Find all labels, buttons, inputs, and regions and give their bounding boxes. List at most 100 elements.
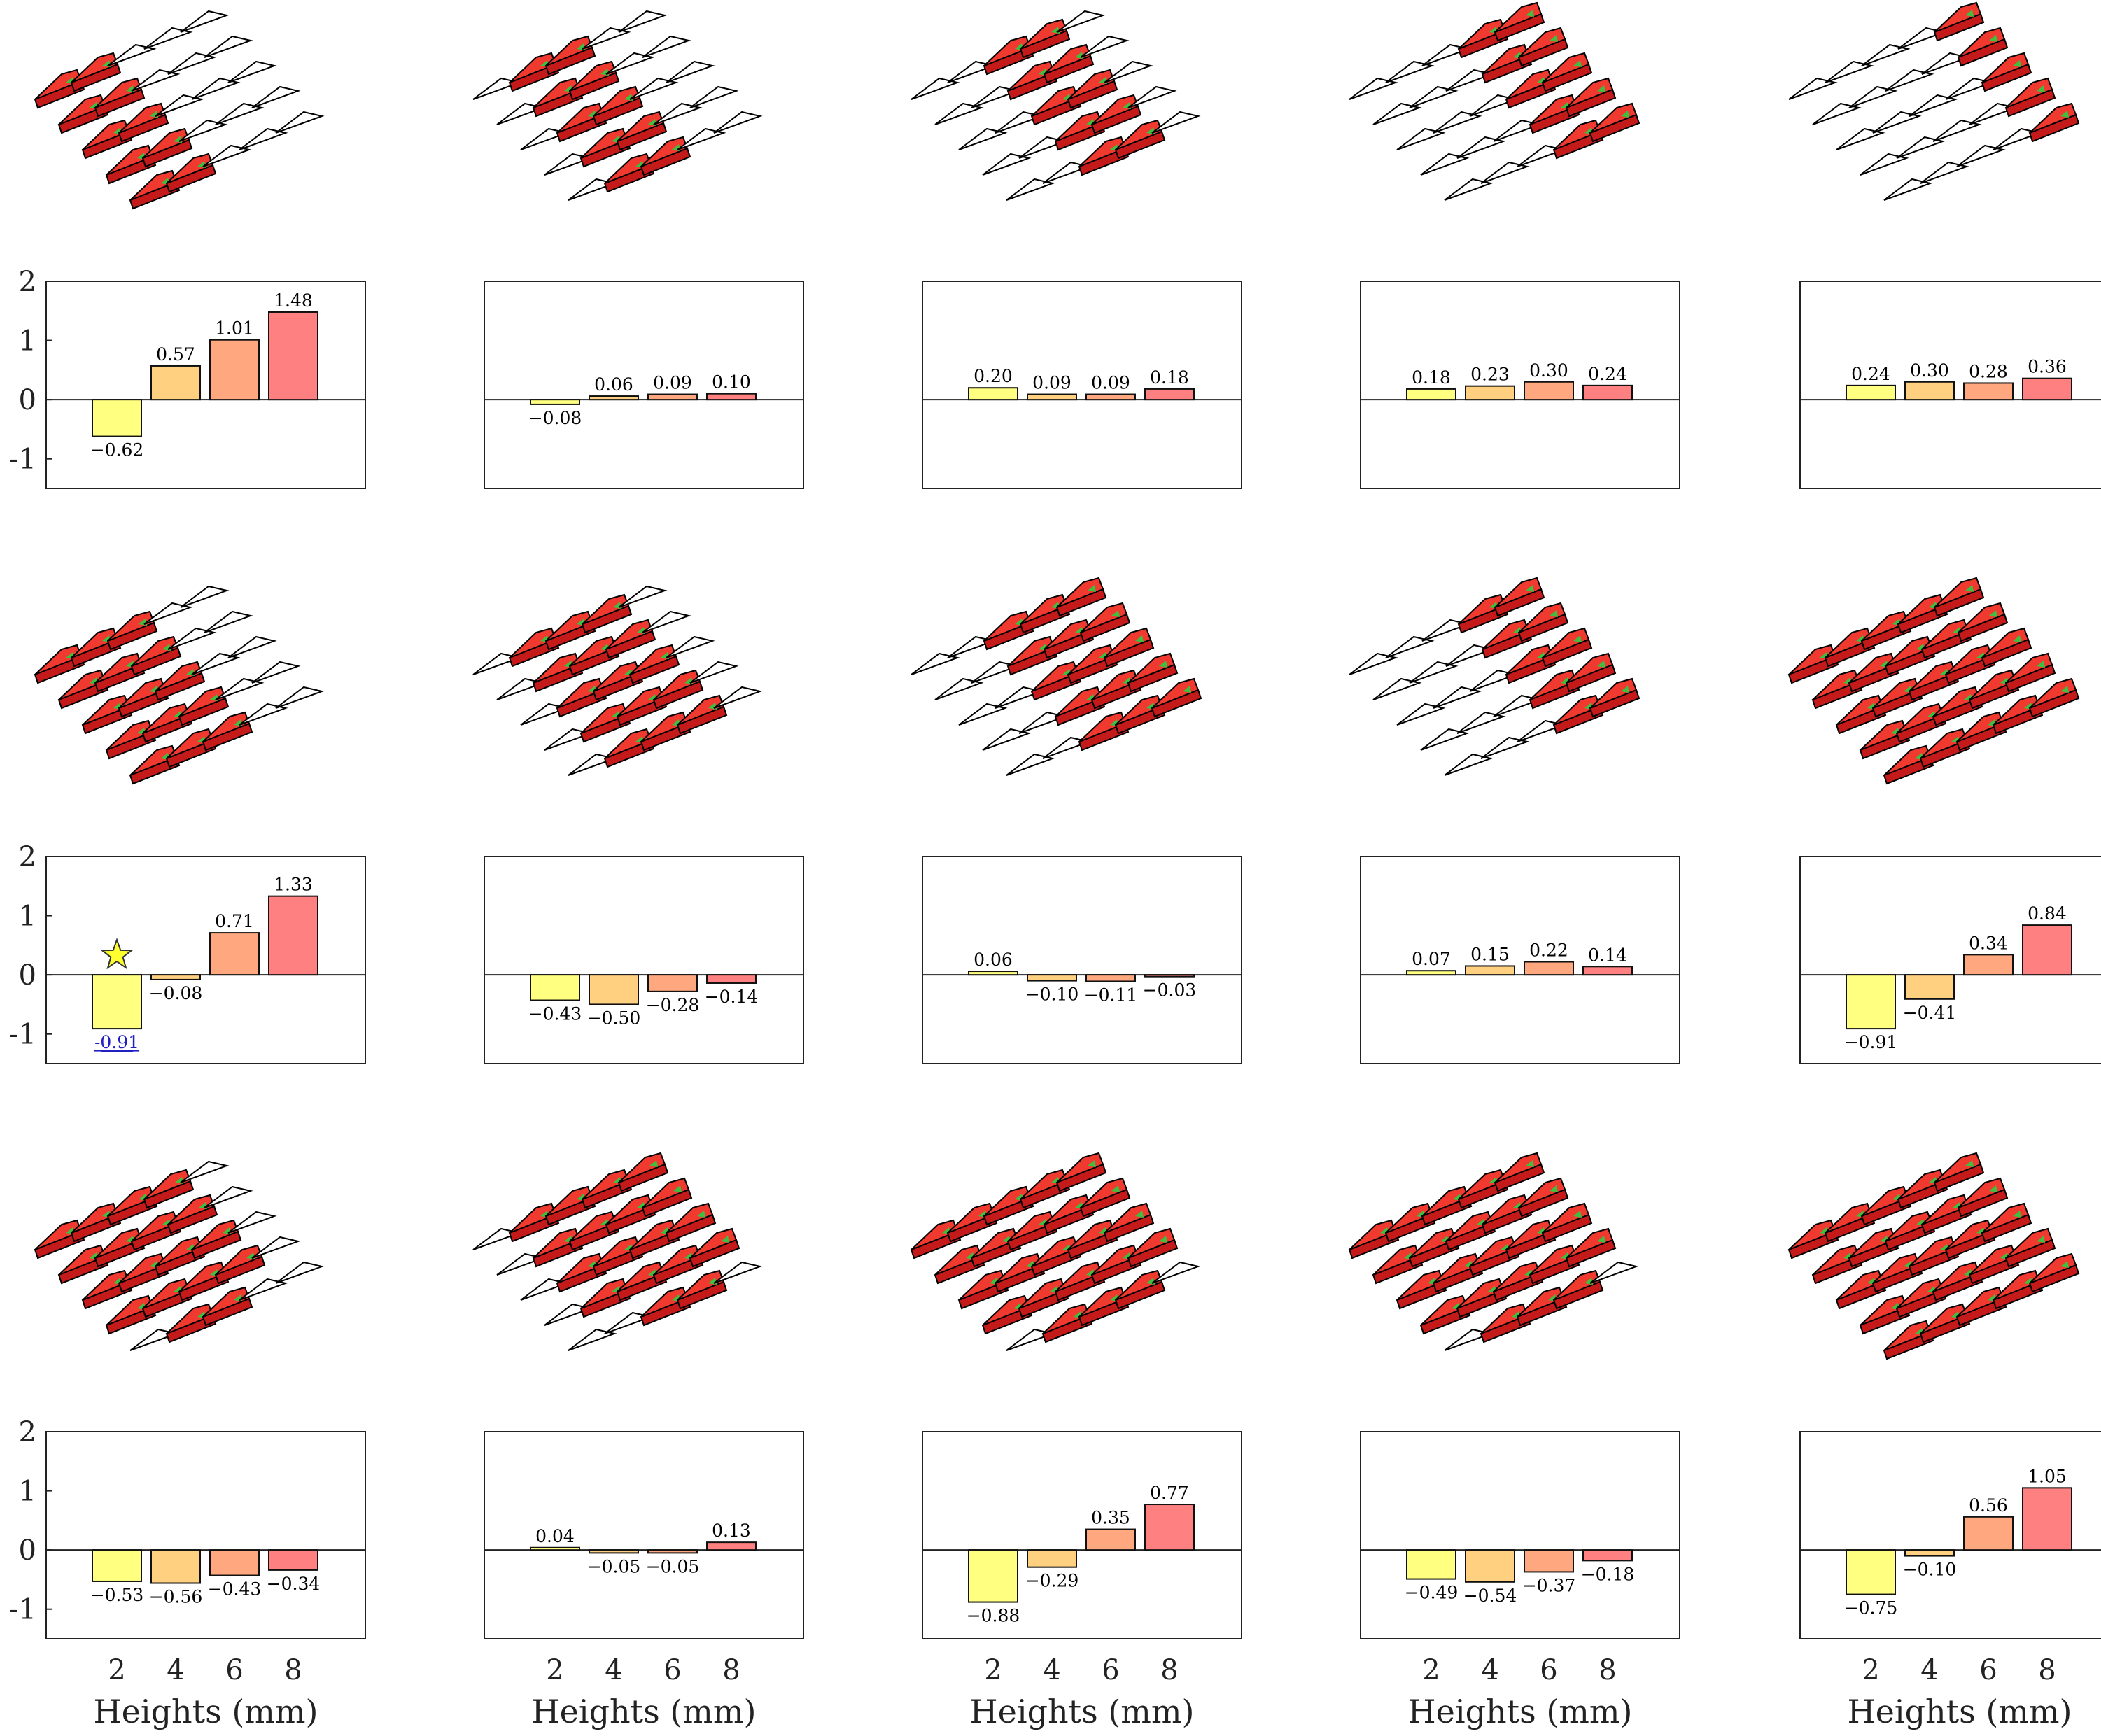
chart-4-element-1-0 <box>1372 102 1422 125</box>
chart-6-bar-8 <box>268 895 318 976</box>
chart-15-element-0-1-top <box>1825 1202 1873 1234</box>
chart-6-element-4-2-top <box>202 711 251 742</box>
chart-3-element-4-4 <box>1151 111 1201 134</box>
chart-11-element-1-3-top <box>167 1194 216 1225</box>
chart-10-label-8: 0.84 <box>2028 903 2067 924</box>
chart-9-element-3-3-top <box>1529 669 1577 700</box>
chart-15-xtick-8: 8 <box>2038 1654 2056 1686</box>
chart-3-element-0-1 <box>947 60 997 83</box>
chart-15-element-0-0-top <box>1788 1219 1836 1250</box>
chart-1-element-2-2 <box>155 94 204 117</box>
chart-15-element-3-1-top <box>1896 1278 1944 1309</box>
chart-15-xtick-6: 6 <box>1979 1654 1997 1686</box>
chart-12-element-3-0 <box>544 1303 593 1326</box>
chart-8-element-2-2-top <box>1031 661 1079 692</box>
chart-11-element-0-3-top <box>143 1169 192 1200</box>
chart-10-element-3-3-top <box>1969 669 2017 700</box>
chart-15-element-3-3-top <box>1969 1244 2017 1276</box>
chart-8-element-4-0 <box>1006 753 1055 776</box>
chart-14-xlabel: Heights (mm) <box>1408 1693 1633 1730</box>
chart-1-element-3-1-top <box>142 127 190 159</box>
chart-3-element-1-4 <box>1080 35 1130 58</box>
chart-6-element-3-0-top <box>106 719 154 751</box>
chart-10-label-6: 0.34 <box>1969 933 2008 953</box>
chart-11-element-0-4 <box>180 1160 230 1183</box>
chart-11-element-3-4 <box>251 1236 301 1259</box>
chart-11-ytick-3: -1 <box>9 1594 36 1626</box>
chart-8-element-0-0 <box>911 652 960 675</box>
chart-12-element-4-1 <box>604 1311 654 1334</box>
chart-3-element-4-1 <box>1042 161 1092 184</box>
chart-3-label-2: 0.20 <box>974 366 1013 386</box>
chart-14-element-1-4-mark <box>1550 1185 1558 1192</box>
chart-1-ytick-0: 2 <box>19 266 36 298</box>
chart-3-element-0-2-top <box>983 35 1032 66</box>
chart-15-element-3-2-top <box>1932 1261 1981 1292</box>
chart-8-element-4-3-top <box>1115 694 1163 726</box>
chart-9-element-2-0 <box>1396 703 1446 726</box>
chart-6-element-4-1-top <box>166 728 214 759</box>
chart-5-element-4-4-top <box>2029 102 2077 134</box>
chart-5-element-2-4-top <box>1981 52 2030 83</box>
chart-9-label-2: 0.07 <box>1412 949 1451 969</box>
chart-2-element-3-3 <box>653 102 703 125</box>
chart-10-element-1-3-top <box>1921 619 1969 650</box>
chart-2-element-3-2-top <box>617 111 665 142</box>
chart-15-pattern <box>1787 1152 2080 1360</box>
chart-7-bar-4 <box>589 974 639 1005</box>
chart-15-element-1-1-top <box>1848 1227 1897 1259</box>
chart-4-bar-8 <box>1582 384 1633 401</box>
chart-12-element-3-3-top <box>653 1244 701 1276</box>
chart-2-element-2-3 <box>629 77 679 100</box>
chart-3-pattern <box>911 10 1201 201</box>
chart-14-element-2-3-top <box>1505 1219 1554 1250</box>
chart-11-bar-6 <box>209 1549 260 1576</box>
chart-9-bar-8 <box>1582 966 1633 976</box>
chart-12-element-1-4-mark <box>673 1185 682 1192</box>
chart-6-element-3-4 <box>251 661 301 684</box>
chart-9-element-2-1 <box>1433 686 1482 709</box>
chart-4-element-2-1 <box>1433 111 1482 134</box>
chart-15-element-0-2-top <box>1861 1185 1909 1217</box>
chart-4-element-2-4-mark <box>1573 60 1582 67</box>
chart-8-element-3-0 <box>982 728 1032 751</box>
chart-14-bar-6 <box>1524 1549 1574 1573</box>
chart-2-label-8: 0.10 <box>712 372 751 393</box>
chart-10-element-4-4-top <box>2029 677 2077 709</box>
chart-7-label-2: −0.43 <box>528 1004 582 1024</box>
chart-13-element-0-2-top <box>983 1185 1032 1217</box>
chart-6-pattern <box>34 585 325 785</box>
chart-10-element-4-3-top <box>1993 694 2041 726</box>
chart-8-element-1-4-top <box>1080 602 1128 633</box>
chart-12-element-2-0 <box>520 1278 570 1301</box>
chart-3-element-4-3-top <box>1115 119 1163 150</box>
chart-8-element-0-1 <box>947 635 997 658</box>
chart-14-bar-8 <box>1582 1549 1633 1562</box>
chart-1-element-1-3 <box>167 52 217 75</box>
chart-15-xlabel: Heights (mm) <box>1848 1693 2072 1730</box>
chart-9-element-1-4-top <box>1518 602 1566 633</box>
chart-15-element-4-2-top <box>1956 1286 2004 1318</box>
chart-10-element-4-0-top <box>1883 744 1932 776</box>
chart-10-element-2-2-top <box>1909 661 1957 692</box>
chart-11-element-4-4 <box>275 1261 325 1284</box>
chart-13-xtick-6: 6 <box>1102 1654 1119 1686</box>
chart-11-element-4-3 <box>239 1278 288 1301</box>
chart-14-element-2-1-top <box>1433 1252 1481 1284</box>
chart-12-element-2-1-top <box>556 1252 605 1284</box>
chart-6-element-3-1-top <box>142 703 190 734</box>
chart-8-axes-box <box>922 856 1242 1064</box>
chart-11-bar-8 <box>268 1549 318 1571</box>
chart-12-element-4-0 <box>568 1328 617 1351</box>
chart-6-ytick-3: -1 <box>9 1019 36 1051</box>
chart-13-xtick-8: 8 <box>1160 1654 1178 1686</box>
chart-5-element-4-1 <box>1920 161 1969 184</box>
chart-6-bar-2 <box>92 974 142 1030</box>
chart-8-element-2-3-top <box>1067 644 1116 675</box>
chart-9-axes-box <box>1360 856 1680 1064</box>
chart-12-element-1-4-top <box>642 1177 690 1208</box>
chart-11-element-2-3-top <box>191 1219 239 1250</box>
chart-4-element-4-3-top <box>1553 119 1601 150</box>
chart-10-label-2: −0.91 <box>1844 1032 1898 1052</box>
chart-13-element-3-2-top <box>1055 1261 1103 1292</box>
